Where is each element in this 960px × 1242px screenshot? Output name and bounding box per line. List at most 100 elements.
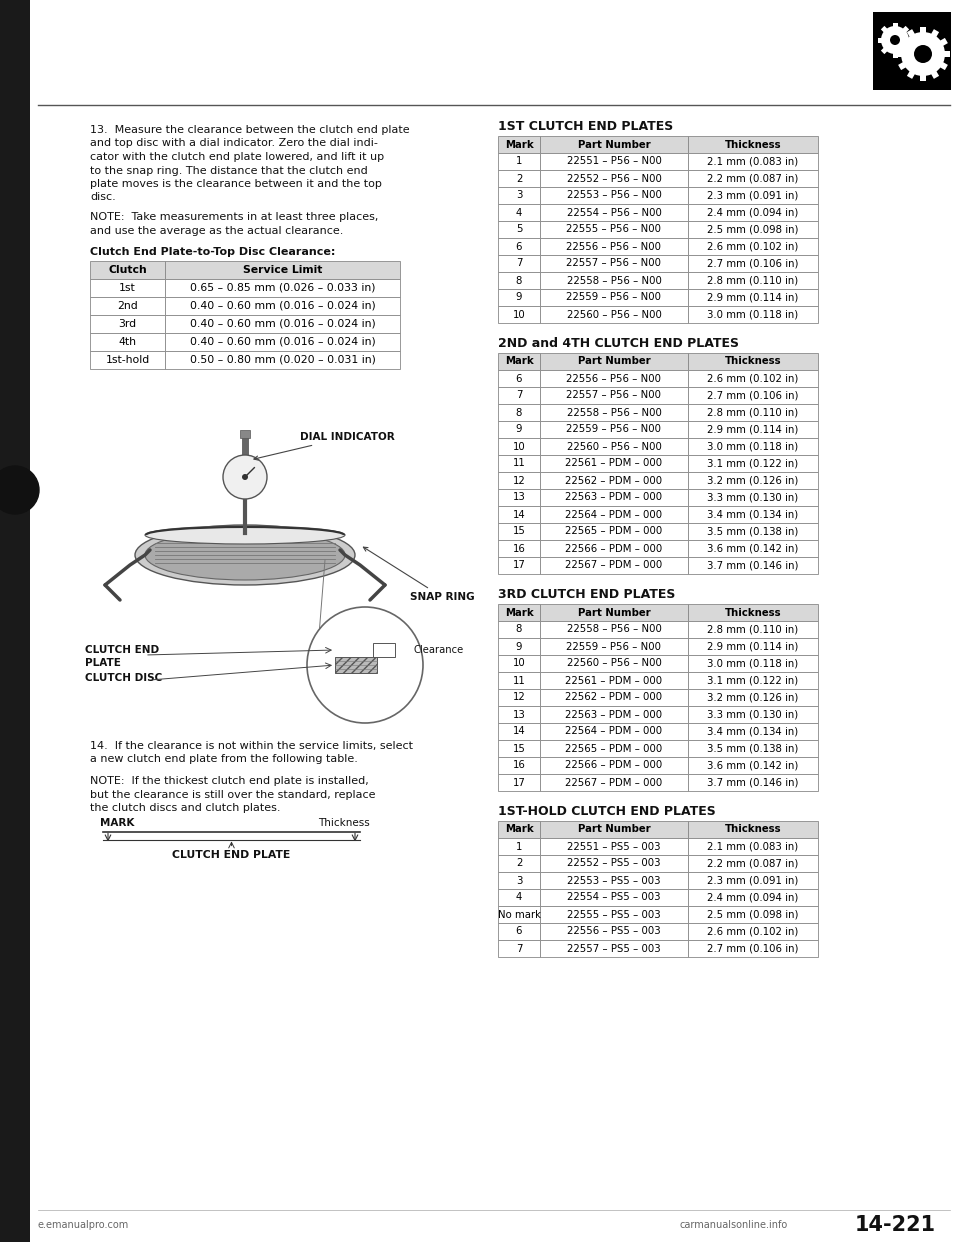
Text: 22551 – PS5 – 003: 22551 – PS5 – 003	[567, 842, 660, 852]
Text: 3.6 mm (0.142 in): 3.6 mm (0.142 in)	[708, 760, 799, 770]
Bar	[540, 489, 688, 505]
Bar	[688, 421, 818, 438]
Text: Part Number: Part Number	[578, 356, 650, 366]
Bar	[498, 872, 540, 889]
Text: 22552 – PS5 – 003: 22552 – PS5 – 003	[567, 858, 660, 868]
Bar	[540, 255, 688, 272]
Text: 2.9 mm (0.114 in): 2.9 mm (0.114 in)	[708, 293, 799, 303]
Bar	[498, 505, 540, 523]
Text: 4th: 4th	[118, 337, 136, 347]
Text: 14.  If the clearance is not within the service limits, select: 14. If the clearance is not within the s…	[90, 741, 413, 751]
Text: 3: 3	[516, 190, 522, 200]
Text: 3.5 mm (0.138 in): 3.5 mm (0.138 in)	[708, 527, 799, 537]
Circle shape	[914, 45, 932, 63]
Bar	[540, 170, 688, 188]
Text: 9: 9	[516, 425, 522, 435]
Bar	[931, 29, 939, 37]
Text: 2.7 mm (0.106 in): 2.7 mm (0.106 in)	[708, 390, 799, 400]
Text: 2.9 mm (0.114 in): 2.9 mm (0.114 in)	[708, 642, 799, 652]
Text: 3.1 mm (0.122 in): 3.1 mm (0.122 in)	[708, 458, 799, 468]
Bar	[688, 655, 818, 672]
Bar	[893, 22, 898, 27]
Bar	[907, 29, 915, 37]
Bar	[540, 523, 688, 540]
Text: CLUTCH END: CLUTCH END	[85, 645, 159, 655]
Text: the clutch discs and clutch plates.: the clutch discs and clutch plates.	[90, 804, 280, 814]
Text: CLUTCH DISC: CLUTCH DISC	[85, 673, 162, 683]
Text: 4: 4	[516, 893, 522, 903]
Text: 22567 – PDM – 000: 22567 – PDM – 000	[565, 777, 662, 787]
Bar	[498, 289, 540, 306]
Text: 3.0 mm (0.118 in): 3.0 mm (0.118 in)	[708, 309, 799, 319]
Bar	[540, 289, 688, 306]
Bar	[688, 272, 818, 289]
Text: 1st: 1st	[119, 283, 136, 293]
Text: 3RD CLUTCH END PLATES: 3RD CLUTCH END PLATES	[498, 587, 676, 601]
Text: 22554 – PS5 – 003: 22554 – PS5 – 003	[567, 893, 660, 903]
Bar	[540, 774, 688, 791]
Bar	[498, 421, 540, 438]
Bar	[540, 838, 688, 854]
Bar	[498, 689, 540, 705]
Bar	[540, 723, 688, 740]
Text: 1st-hold: 1st-hold	[106, 355, 150, 365]
Bar	[498, 740, 540, 758]
Text: Mark: Mark	[505, 139, 534, 149]
Circle shape	[901, 32, 945, 76]
Bar	[90, 297, 165, 315]
Bar	[540, 421, 688, 438]
Bar	[540, 556, 688, 574]
Text: No mark: No mark	[497, 909, 540, 919]
Text: 2: 2	[516, 858, 522, 868]
Text: 2.9 mm (0.114 in): 2.9 mm (0.114 in)	[708, 425, 799, 435]
Text: 22557 – P56 – N00: 22557 – P56 – N00	[566, 258, 661, 268]
Text: 0.40 – 0.60 mm (0.016 – 0.024 in): 0.40 – 0.60 mm (0.016 – 0.024 in)	[190, 301, 375, 310]
Bar	[688, 472, 818, 489]
Bar	[688, 255, 818, 272]
Text: 22566 – PDM – 000: 22566 – PDM – 000	[565, 760, 662, 770]
Text: MARK: MARK	[100, 818, 134, 828]
Bar	[498, 204, 540, 221]
Text: 22553 – P56 – N00: 22553 – P56 – N00	[566, 190, 661, 200]
Text: 13: 13	[513, 709, 525, 719]
Text: 3.7 mm (0.146 in): 3.7 mm (0.146 in)	[708, 560, 799, 570]
Bar	[498, 655, 540, 672]
Bar	[498, 705, 540, 723]
Bar	[498, 472, 540, 489]
Bar	[540, 505, 688, 523]
Bar	[931, 71, 939, 79]
Bar	[688, 455, 818, 472]
Bar	[688, 238, 818, 255]
Bar	[498, 604, 540, 621]
Text: to the snap ring. The distance that the clutch end: to the snap ring. The distance that the …	[90, 165, 368, 175]
Bar	[907, 37, 913, 42]
Bar	[873, 12, 951, 89]
Bar	[498, 221, 540, 238]
Bar	[688, 153, 818, 170]
Text: 22566 – PDM – 000: 22566 – PDM – 000	[565, 544, 662, 554]
Bar	[498, 153, 540, 170]
Bar	[688, 723, 818, 740]
Bar	[688, 758, 818, 774]
Bar	[498, 758, 540, 774]
Text: 2.1 mm (0.083 in): 2.1 mm (0.083 in)	[708, 156, 799, 166]
Text: 9: 9	[516, 642, 522, 652]
Text: and top disc with a dial indicator. Zero the dial indi-: and top disc with a dial indicator. Zero…	[90, 139, 378, 149]
Text: 13: 13	[513, 493, 525, 503]
Bar	[498, 388, 540, 404]
Bar	[90, 261, 165, 279]
Bar	[498, 238, 540, 255]
Bar	[881, 47, 888, 55]
Bar	[899, 39, 906, 46]
Bar	[540, 272, 688, 289]
Text: 3.2 mm (0.126 in): 3.2 mm (0.126 in)	[708, 476, 799, 486]
Text: 3.0 mm (0.118 in): 3.0 mm (0.118 in)	[708, 658, 799, 668]
Text: 22557 – P56 – N00: 22557 – P56 – N00	[566, 390, 661, 400]
Text: 2.8 mm (0.110 in): 2.8 mm (0.110 in)	[708, 276, 799, 286]
Text: 3.4 mm (0.134 in): 3.4 mm (0.134 in)	[708, 509, 799, 519]
Bar	[540, 472, 688, 489]
Bar	[688, 774, 818, 791]
Text: 3: 3	[516, 876, 522, 886]
Text: Part Number: Part Number	[578, 139, 650, 149]
Bar	[688, 854, 818, 872]
